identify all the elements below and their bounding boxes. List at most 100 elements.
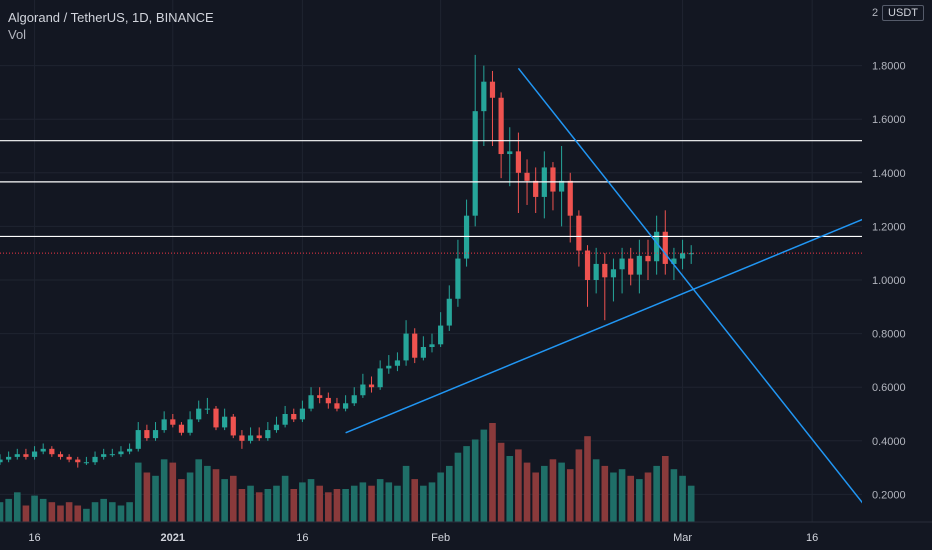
candle-body — [325, 397, 331, 404]
volume-bar — [178, 479, 185, 522]
candle-body — [351, 395, 357, 404]
volume-bar — [541, 465, 548, 522]
candle-body — [291, 414, 297, 420]
trend-lines — [345, 67, 932, 528]
volume-bar — [5, 498, 12, 522]
candle-body — [688, 253, 694, 255]
volume-bar — [299, 482, 306, 522]
volume-bar — [316, 485, 323, 522]
volume-bar — [385, 482, 393, 522]
currency-button[interactable]: USDT — [882, 5, 924, 21]
candle-body — [628, 258, 634, 275]
y-tick-label: 0.2000 — [872, 489, 906, 501]
volume-bar — [333, 489, 341, 522]
volume-bar — [506, 456, 514, 522]
candle-body — [446, 298, 452, 326]
candle-body — [429, 344, 435, 347]
candle-body — [135, 430, 141, 449]
candle-body — [412, 333, 418, 358]
volume-bar — [273, 485, 280, 522]
candle-body — [196, 408, 202, 420]
candle-body — [567, 180, 573, 216]
candle-body — [6, 456, 12, 460]
candle-body — [152, 430, 159, 439]
candle-body — [101, 454, 107, 457]
volume-bar — [238, 489, 246, 522]
candle-body — [472, 111, 478, 216]
volume-bar — [394, 485, 401, 522]
candle-body — [308, 395, 314, 409]
volume-bar — [575, 449, 583, 522]
y-tick-label: 0.8000 — [872, 329, 906, 341]
volume-bar — [109, 502, 116, 522]
candle-body — [144, 430, 150, 439]
volume-bar — [618, 469, 626, 522]
candle-body — [584, 250, 591, 280]
volume-bar — [143, 472, 151, 522]
candle-body — [576, 215, 582, 251]
volume-bar — [610, 472, 617, 522]
candle-body — [679, 253, 686, 259]
candle-body — [222, 416, 228, 428]
volume-bar — [566, 469, 574, 522]
candle-body — [403, 333, 409, 361]
candle-body — [386, 365, 392, 369]
trend-line — [517, 67, 882, 528]
candle-body — [40, 448, 46, 452]
volume-bar — [480, 429, 488, 522]
y-tick-label: 1.0000 — [872, 275, 906, 287]
candle-body — [343, 403, 349, 409]
candle-body — [247, 435, 254, 441]
volume-bar — [31, 495, 38, 522]
y-tick-label: 2 — [872, 7, 878, 19]
candle-body — [463, 215, 470, 259]
volume-bar — [558, 462, 565, 522]
volume-bar — [325, 492, 332, 522]
volume-bar — [117, 505, 125, 522]
volume-bar — [445, 465, 453, 522]
volume-bar — [0, 502, 4, 522]
volume-bar — [74, 505, 82, 522]
candle-body — [49, 448, 55, 455]
volume-bar — [592, 459, 600, 522]
x-tick-label: Feb — [431, 532, 450, 544]
volume-bar — [247, 485, 254, 522]
candle-body — [75, 459, 81, 463]
candle-body — [57, 454, 64, 457]
y-tick-label: 1.8000 — [872, 61, 906, 73]
y-tick-label: 1.4000 — [872, 168, 906, 180]
volume-bar — [420, 485, 427, 522]
candle-body — [515, 151, 521, 173]
candle-body — [636, 255, 642, 275]
volume-bar — [359, 482, 367, 522]
volume-bar — [57, 505, 64, 522]
volume-bar — [627, 475, 635, 522]
x-tick-label: 16 — [296, 532, 308, 544]
y-tick-label: 0.4000 — [872, 436, 906, 448]
volume-bar — [653, 465, 660, 522]
candle-body — [256, 435, 262, 439]
candle-body — [14, 454, 20, 457]
volume-bar — [204, 465, 211, 522]
y-tick-label: 0.6000 — [872, 382, 906, 394]
chart-title: Algorand / TetherUS, 1D, BINANCE — [8, 10, 214, 25]
volume-bar — [515, 449, 522, 522]
candle-body — [282, 414, 288, 425]
candle-body — [593, 263, 599, 280]
volume-bar — [39, 498, 47, 522]
candle-body — [317, 395, 323, 398]
candle-body — [455, 258, 461, 299]
volume-bar — [661, 456, 669, 522]
volume-bar — [523, 462, 531, 522]
volume-indicator-label[interactable]: Vol — [8, 27, 27, 42]
candle-body — [602, 263, 608, 278]
volume-bar — [350, 485, 358, 522]
candle-body — [619, 258, 625, 270]
candle-body — [161, 419, 167, 431]
candle-body — [559, 180, 565, 192]
candle-body — [273, 424, 280, 431]
candle-body — [481, 81, 487, 112]
